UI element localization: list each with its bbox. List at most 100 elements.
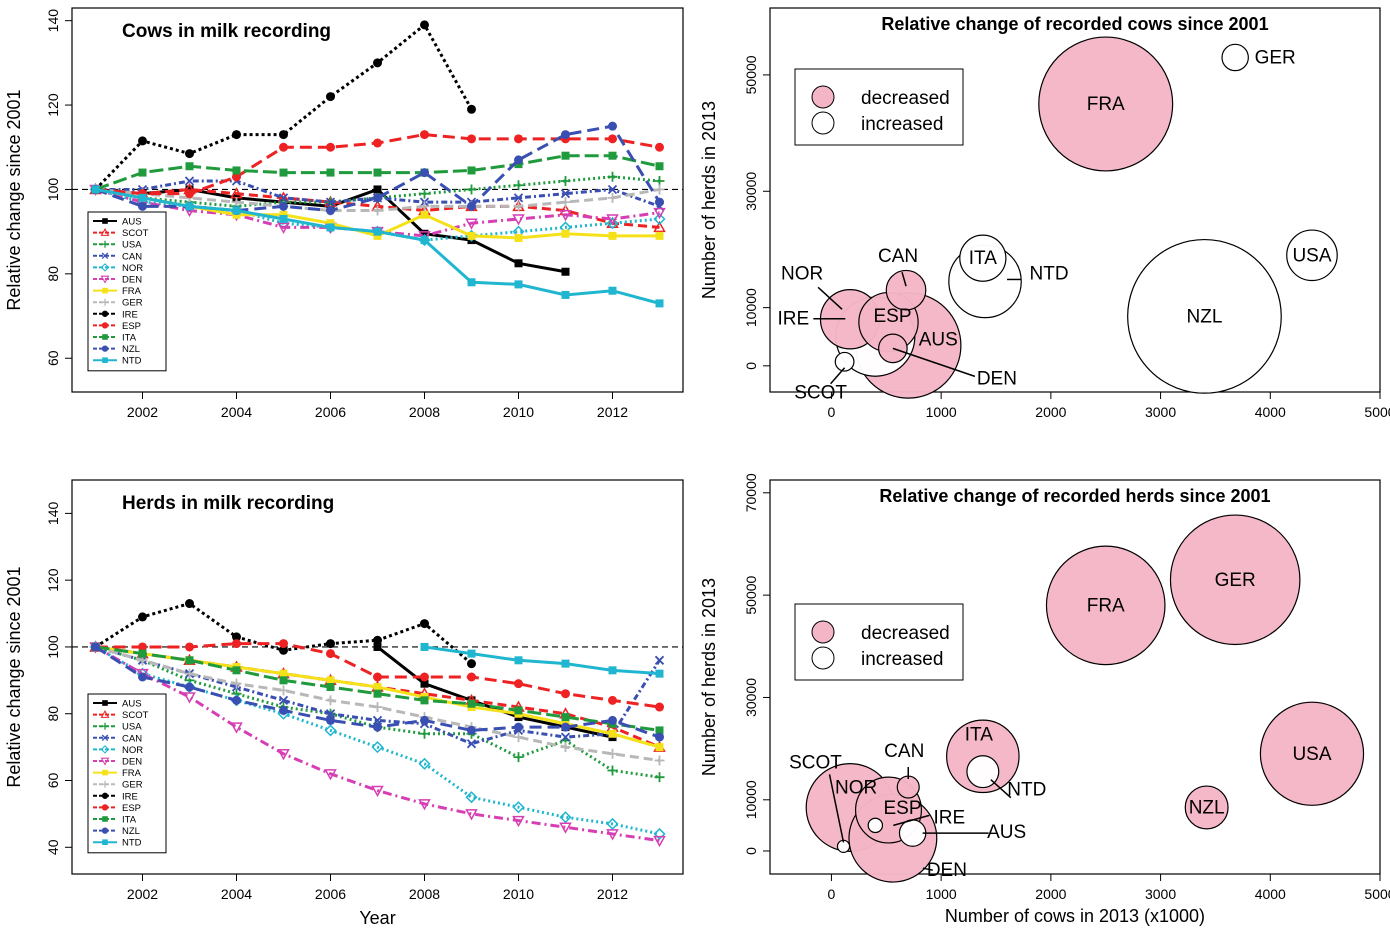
legend-swatch-decreased xyxy=(811,620,835,644)
data-point xyxy=(560,197,571,208)
data-point xyxy=(185,656,194,665)
y-tick-label: 30000 xyxy=(743,678,759,717)
data-point xyxy=(467,231,476,240)
legend-label: GER xyxy=(122,298,143,309)
legend-label: USA xyxy=(122,722,142,733)
data-point xyxy=(326,676,335,685)
data-point xyxy=(420,696,429,705)
data-point xyxy=(467,134,476,144)
data-point xyxy=(514,679,523,689)
data-point xyxy=(607,171,618,182)
data-point xyxy=(420,619,429,629)
y-axis-label: Relative change since 2001 xyxy=(4,566,24,787)
bubble-NZL xyxy=(1127,238,1282,394)
data-point xyxy=(512,214,525,226)
x-tick-label: 2008 xyxy=(409,886,440,902)
bubble-GER xyxy=(1221,43,1249,72)
x-tick-label: 3000 xyxy=(1145,886,1176,902)
y-tick-label: 10000 xyxy=(743,288,759,327)
x-tick-label: 2012 xyxy=(597,886,628,902)
data-point xyxy=(279,645,288,655)
legend-label: ITA xyxy=(122,815,137,826)
data-point xyxy=(373,138,382,148)
data-point xyxy=(185,189,194,199)
data-point xyxy=(185,202,194,211)
x-tick-label: 2000 xyxy=(1035,404,1066,420)
bubble-chart-2: 0100020003000400050000100003000050000Rel… xyxy=(699,7,1390,420)
data-point xyxy=(513,752,524,763)
leader-line xyxy=(828,774,845,843)
legend-label-decreased: decreased xyxy=(861,623,950,644)
data-point xyxy=(513,732,524,743)
data-point xyxy=(102,839,108,846)
chart-title: Herds in milk recording xyxy=(122,493,334,514)
legend-label: IRE xyxy=(122,309,138,320)
data-point xyxy=(561,713,570,722)
legend-label-increased: increased xyxy=(861,114,943,135)
plot-frame xyxy=(71,479,684,875)
bubble-CAN xyxy=(885,269,927,311)
plot-frame xyxy=(71,7,684,393)
data-point xyxy=(102,287,108,294)
bubble-label: NTD xyxy=(1030,263,1069,284)
data-point xyxy=(326,206,335,216)
y-tick-label: 70000 xyxy=(743,473,759,512)
data-point xyxy=(371,741,384,754)
chart-title: Relative change of recorded cows since 2… xyxy=(881,14,1268,34)
data-point xyxy=(232,206,241,215)
data-point xyxy=(373,672,382,682)
bubble-label: IRE xyxy=(777,309,809,330)
data-point xyxy=(230,722,243,734)
data-point xyxy=(279,201,288,211)
y-tick-label: 60 xyxy=(45,350,61,366)
data-point xyxy=(467,659,476,669)
series-line xyxy=(424,645,660,676)
legend-label: FRA xyxy=(122,768,142,779)
bubble-USA xyxy=(1286,229,1338,282)
data-point xyxy=(138,136,147,146)
data-point xyxy=(608,729,617,738)
data-point xyxy=(559,811,572,824)
legend-swatch-decreased xyxy=(811,85,835,109)
data-point xyxy=(101,298,109,306)
data-point xyxy=(277,222,290,234)
data-point xyxy=(420,236,429,245)
data-point xyxy=(371,785,384,798)
data-point xyxy=(467,649,476,658)
data-point xyxy=(655,743,664,752)
legend-label: ITA xyxy=(122,333,137,344)
legend-label-increased: increased xyxy=(861,649,943,670)
bubble-label: USA xyxy=(1292,245,1331,266)
bubble-label: GER xyxy=(1215,570,1256,591)
bubble-label: ITA xyxy=(965,724,993,745)
bubble-label: ESP xyxy=(873,306,911,327)
data-point xyxy=(326,219,335,228)
data-point xyxy=(561,229,570,238)
data-point xyxy=(324,724,337,737)
data-point xyxy=(608,666,617,675)
leader-line xyxy=(817,286,843,310)
data-point xyxy=(138,168,147,177)
leader-line xyxy=(892,347,976,378)
bubble-label: GER xyxy=(1255,47,1296,68)
y-axis-label: Relative change since 2001 xyxy=(4,89,24,310)
data-point xyxy=(514,280,523,289)
x-tick-label: 2010 xyxy=(503,404,534,420)
legend-label: NOR xyxy=(122,745,143,756)
data-point xyxy=(325,709,336,719)
legend-label: ESP xyxy=(122,321,141,332)
y-tick-label: 80 xyxy=(45,266,61,282)
bubble-label: FRA xyxy=(1087,595,1125,616)
bubble-SCOT xyxy=(834,351,855,372)
data-point xyxy=(467,672,476,682)
data-point xyxy=(373,231,382,240)
bubble-label: IRE xyxy=(933,807,965,828)
data-point xyxy=(325,695,336,706)
legend-label: SCOT xyxy=(122,710,149,721)
x-tick-label: 4000 xyxy=(1255,404,1286,420)
bubble-label: ESP xyxy=(883,798,921,819)
legend: decreased increased xyxy=(794,68,964,146)
data-point xyxy=(465,791,478,804)
